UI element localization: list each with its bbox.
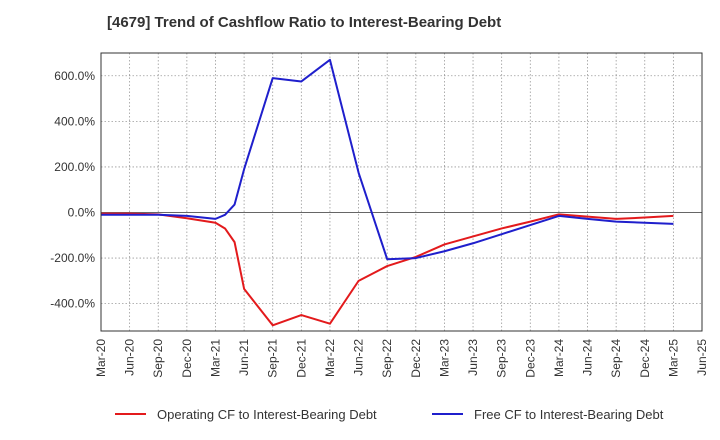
x-tick-label: Dec-22 — [409, 339, 423, 378]
x-tick-label: Jun-21 — [237, 339, 251, 376]
x-tick-label: Jun-24 — [581, 339, 595, 376]
x-tick-label: Dec-23 — [523, 339, 537, 378]
plot-frame — [100, 52, 703, 332]
x-tick-label: Jun-22 — [352, 339, 366, 376]
y-tick-label: -200.0% — [50, 251, 95, 265]
grid — [101, 53, 702, 331]
y-tick-label: 600.0% — [54, 69, 95, 83]
series-line-free-cf — [101, 58, 674, 261]
x-tick-label: Jun-25 — [695, 339, 709, 376]
legend: Operating CF to Interest-Bearing Debt Fre… — [115, 407, 664, 422]
y-tick-label: 400.0% — [54, 114, 95, 128]
y-tick-label: 200.0% — [54, 160, 95, 174]
x-tick-label: Dec-24 — [638, 339, 652, 378]
series-line-operating-cf — [101, 212, 674, 327]
x-tick-label: Sep-22 — [380, 339, 394, 378]
y-tick-label: 0.0% — [68, 206, 96, 220]
y-tick-label: -400.0% — [50, 297, 95, 311]
x-tick-label: Jun-20 — [123, 339, 137, 376]
legend-label: Operating CF to Interest-Bearing Debt — [157, 407, 377, 422]
x-tick-label: Mar-23 — [437, 339, 451, 377]
x-tick-label: Mar-22 — [323, 339, 337, 377]
series-layer — [101, 58, 674, 327]
x-tick-label: Mar-20 — [94, 339, 108, 377]
x-tick-label: Dec-20 — [180, 339, 194, 378]
x-tick-label: Mar-25 — [666, 339, 680, 377]
x-tick-label: Jun-23 — [466, 339, 480, 376]
plot-area — [101, 53, 702, 331]
legend-label: Free CF to Interest-Bearing Debt — [474, 407, 664, 422]
axes: Mar-20 Jun-20 Sep-20 Dec-20 Mar-21 Jun-21 Sep-… — [50, 69, 709, 378]
x-tick-label: Sep-21 — [266, 339, 280, 378]
x-tick-label: Dec-21 — [294, 339, 308, 378]
x-tick-label: Sep-24 — [609, 339, 623, 378]
x-tick-label: Mar-24 — [552, 339, 566, 377]
x-tick-label: Sep-20 — [151, 339, 165, 378]
x-tick-label: Sep-23 — [495, 339, 509, 378]
chart-title: [4679] Trend of Cashflow Ratio to Intere… — [107, 14, 502, 31]
x-tick-label: Mar-21 — [208, 339, 222, 377]
